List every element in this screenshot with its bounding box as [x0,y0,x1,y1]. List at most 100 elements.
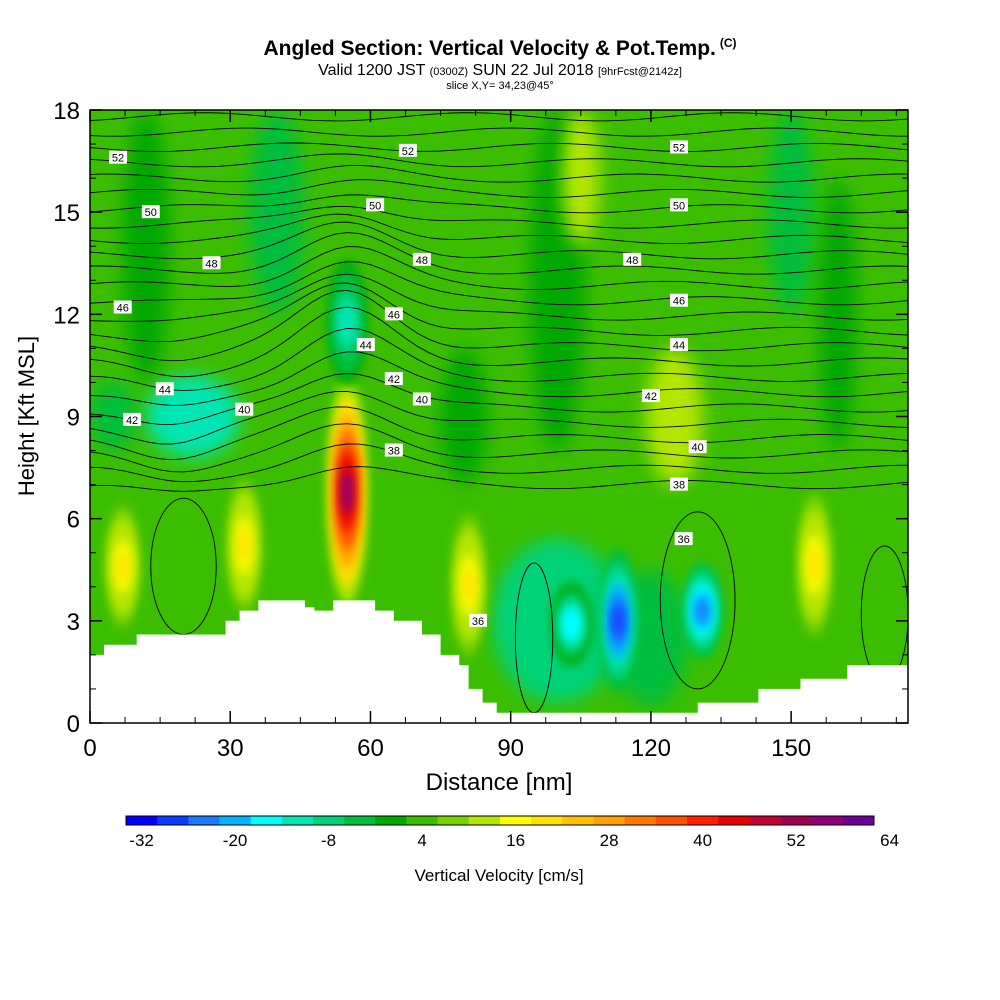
contour-label-text: 46 [117,303,129,315]
contour-label-text: 48 [205,258,217,270]
chart-title-text: Angled Section: Vertical Velocity & Pot.… [263,37,716,60]
theta-contour-23 [90,142,908,152]
theta-contour-7 [90,351,908,406]
contour-label-16: 42 [123,412,142,427]
colorbar-swatch-20 [718,816,750,825]
contour-label-box [202,256,221,270]
contour-label-text: 48 [416,255,428,267]
downdraft-core-4-ring-6 [341,308,353,337]
theta-contour-22 [90,153,908,168]
contour-label-19: 40 [235,402,254,417]
contour-label-text: 46 [673,296,685,308]
contour-label-text: 42 [126,415,138,427]
colorbar-swatch-24 [842,816,875,825]
contour-label-9: 48 [623,252,642,267]
contour-label-3: 52 [669,140,688,154]
theta-contour-12 [90,273,908,322]
contour-label-box [688,440,707,454]
contour-label-1: 52 [109,150,128,165]
chart-title-tag: (C) [719,36,737,50]
contour-label-15: 44 [669,337,688,352]
field-band-5 [819,178,857,451]
updraft-core-1-ring-6 [341,469,353,514]
contour-label-box [123,412,142,426]
field-band-2 [248,110,306,315]
contour-label-8: 48 [412,252,431,267]
theta-contour-16 [90,221,908,260]
field-band-7 [646,348,703,485]
colorbar-swatch-9 [375,816,407,825]
updraft-core-3-ring-6 [116,550,129,582]
contour-label-box [412,392,431,406]
contour-label-box [384,443,403,457]
colorbar-swatch-4 [219,816,252,825]
contour-label-12: 46 [669,293,688,308]
colorbar-swatch-18 [655,816,688,825]
theta-contour-2 [90,443,908,483]
contour-label-7: 48 [202,256,221,270]
contour-label-text: 36 [678,534,690,546]
contour-label-box [669,477,688,491]
contour-label-text: 38 [673,480,685,492]
chart-subtitle: Valid 1200 JST (0300Z) SUN 22 Jul 2018 [… [0,62,1000,80]
colorbar-swatch-6 [281,816,314,825]
theta-contour-29 [90,51,908,59]
x-tick-label-120: 120 [631,735,671,762]
contour-label-20: 40 [412,392,431,406]
contour-label-box [109,150,128,164]
theta-contour-19 [90,194,908,214]
contour-label-10: 46 [113,300,132,315]
terrain [90,600,908,723]
theta-contour-1 [90,466,908,492]
field-band-4 [767,110,815,315]
chart-title: Angled Section: Vertical Velocity & Pot.… [0,36,1000,61]
field-band-9 [146,375,240,458]
colorbar-swatch-14 [531,816,563,825]
theta-contour-28 [90,67,908,75]
contour-label-box [141,205,160,219]
x-tick-label-0: 0 [83,735,96,762]
colorbar-swatch-10 [406,816,439,825]
colorbar-swatch-16 [593,816,626,825]
updraft-core-5-ring-6 [808,547,821,582]
subtitle-date: SUN 22 Jul 2018 [472,62,594,79]
contour-label-text: 52 [673,142,685,154]
contour-label-box [669,337,688,351]
x-tick-label-60: 60 [357,735,384,762]
colorbar-tick-label-9: 64 [880,831,899,850]
contour-label-11: 46 [384,307,403,321]
contour-label-text: 44 [673,340,685,352]
contour-label-box [384,372,403,386]
contour-label-text: 40 [238,405,250,417]
subtitle-zulu: (0300Z) [429,66,469,78]
colorbar-tick-label-2: -20 [223,831,248,850]
contour-label-text: 50 [673,200,685,212]
theta-closed-contour-1 [150,497,217,635]
contour-label-box [155,382,174,396]
contour-labels: 52 52 52 50 50 50 48 48 48 46 46 46 44 44 44 42 42 42 40 40… [109,140,707,628]
theta-closed-contour-2 [659,511,736,690]
colorbar-tick-label-7: 40 [693,831,712,850]
contour-label-23: 38 [669,477,688,492]
colorbar-swatch-2 [157,816,189,825]
contour-label-box [235,402,254,416]
theta-contour-17 [90,213,908,244]
theta-contour-5 [90,390,908,445]
terrain-fill [90,600,908,723]
subtitle-prefix: Valid 1200 JST [318,62,426,79]
contour-label-text: 52 [112,153,124,165]
contour-label-box [398,143,417,157]
x-axis-label: Distance [nm] [426,769,573,796]
subtitle-run: [9hrFcst@2142z] [597,66,682,78]
y-axis-label: Height [Kft MSL] [14,336,39,496]
contour-label-text: 46 [388,309,400,321]
contour-label-box [669,140,688,154]
colorbar-tick-label-6: 28 [600,831,619,850]
contour-label-text: 50 [145,207,157,219]
colorbar-swatch-8 [344,816,376,825]
contour-label-text: 42 [388,374,400,386]
contour-label-4: 50 [141,205,160,219]
x-tick-label-150: 150 [771,735,811,762]
contour-label-text: 48 [626,255,638,267]
contour-label-17: 42 [384,372,403,386]
